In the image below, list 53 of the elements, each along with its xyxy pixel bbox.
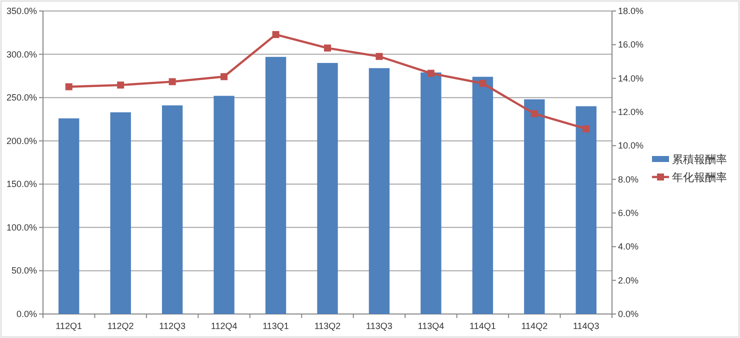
x-tick-label: 114Q1 bbox=[470, 321, 496, 331]
y2-tick-label: 14.0% bbox=[618, 73, 644, 84]
y2-tick-label: 4.0% bbox=[618, 242, 639, 252]
bar bbox=[214, 96, 234, 314]
bar bbox=[58, 118, 80, 314]
bar bbox=[576, 106, 596, 314]
point bbox=[582, 125, 590, 132]
y-tick-label: 250.0% bbox=[6, 92, 37, 103]
point bbox=[168, 78, 176, 86]
x-tick-label: 114Q3 bbox=[572, 321, 600, 331]
y2-tick-label: 18.0% bbox=[618, 6, 644, 16]
legend-label: 年化報酬率 bbox=[672, 171, 727, 184]
x-tick-label: 112Q4 bbox=[210, 321, 238, 331]
legend-label: 累積報酬率 bbox=[672, 153, 727, 166]
bar bbox=[420, 72, 442, 314]
x-tick-label: 114Q2 bbox=[521, 321, 548, 331]
x-tick-label: 113Q3 bbox=[366, 321, 392, 331]
y-tick-label: 350.0% bbox=[6, 6, 37, 16]
y2-tick-label: 10.0% bbox=[618, 140, 644, 151]
point bbox=[117, 82, 124, 89]
y2-tick-label: 8.0% bbox=[618, 174, 639, 184]
point bbox=[65, 83, 72, 90]
x-tick-label: 113Q1 bbox=[262, 321, 289, 331]
point bbox=[427, 70, 434, 77]
y-tick-label: 300.0% bbox=[6, 49, 37, 60]
point bbox=[479, 80, 486, 87]
x-tick-label: 112Q1 bbox=[56, 321, 82, 331]
bar bbox=[368, 68, 390, 314]
x-tick-label: 113Q2 bbox=[314, 321, 341, 331]
y-tick-label: 50.0% bbox=[11, 266, 37, 276]
y-tick-label: 0.0% bbox=[16, 309, 37, 319]
x-tick-label: 112Q2 bbox=[107, 321, 134, 331]
y-tick-label: 150.0% bbox=[6, 179, 37, 190]
bar bbox=[317, 62, 338, 314]
y-tick-label: 200.0% bbox=[6, 136, 37, 146]
x-tick-label: 113Q4 bbox=[418, 321, 444, 331]
bar bbox=[524, 99, 545, 314]
y2-tick-label: 0.0% bbox=[618, 309, 639, 319]
bar bbox=[472, 76, 494, 314]
point bbox=[272, 31, 280, 38]
point bbox=[324, 44, 331, 52]
y2-tick-label: 16.0% bbox=[618, 40, 644, 50]
bar bbox=[110, 112, 131, 314]
point bbox=[376, 52, 383, 60]
point bbox=[220, 73, 228, 80]
bar bbox=[265, 56, 286, 314]
y2-tick-label: 2.0% bbox=[618, 275, 639, 286]
y-tick-label: 100.0% bbox=[6, 222, 37, 232]
x-tick-label: 112Q3 bbox=[159, 321, 186, 331]
bar bbox=[162, 105, 183, 314]
point bbox=[530, 110, 538, 118]
y2-tick-label: 12.0% bbox=[618, 107, 644, 117]
y2-tick-label: 6.0% bbox=[618, 208, 639, 218]
